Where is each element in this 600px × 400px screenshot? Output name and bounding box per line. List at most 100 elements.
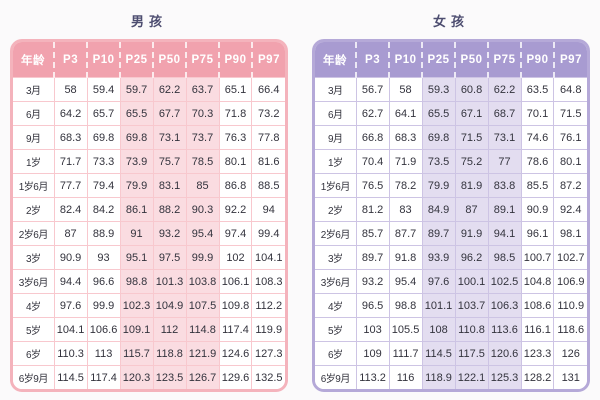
value-cell: 97.6 [421, 269, 456, 294]
value-cell: 109 [355, 341, 390, 366]
value-cell: 86.1 [119, 197, 154, 222]
value-cell: 126 [553, 341, 587, 366]
value-cell: 84.2 [86, 197, 121, 222]
value-cell: 92.2 [218, 197, 252, 222]
table-row: 5岁 104.1 106.6 109.1 112 114.8 117.4 119.9 [13, 317, 285, 342]
value-cell: 106.1 [218, 269, 252, 294]
header-row: 年龄 P3 P10 P25 P50 P75 P90 P97 [315, 42, 587, 78]
table-row: 1岁 70.4 71.9 73.5 75.2 77 78.6 80.1 [315, 149, 587, 174]
value-cell: 79.9 [421, 173, 456, 198]
col-header-p10: P10 [86, 42, 121, 78]
age-cell: 6月 [315, 101, 357, 126]
value-cell: 65.5 [119, 101, 154, 126]
value-cell: 71.8 [218, 101, 252, 126]
value-cell: 103 [355, 317, 390, 342]
value-cell: 64.1 [388, 101, 423, 126]
col-header-age: 年龄 [13, 42, 55, 78]
value-cell: 82.4 [53, 197, 88, 222]
value-cell: 65.5 [421, 101, 456, 126]
boys-table-title: 男孩 [130, 14, 167, 29]
value-cell: 78.5 [185, 149, 219, 174]
value-cell: 121.9 [185, 341, 219, 366]
table-row: 6岁9月 113.2 116 118.9 122.1 125.3 128.2 131 [315, 365, 587, 389]
col-header-p97: P97 [552, 42, 587, 78]
value-cell: 103.7 [454, 293, 489, 318]
value-cell: 59.7 [119, 77, 154, 102]
value-cell: 103.8 [185, 269, 219, 294]
boys-panel: 男孩 年龄 P3 P10 P25 P50 P75 P90 P97 3月 58 59.4 59.7 62.… [10, 11, 288, 392]
value-cell: 76.5 [355, 173, 390, 198]
value-cell: 113.6 [487, 317, 521, 342]
value-cell: 94.1 [487, 221, 521, 246]
value-cell: 62.2 [152, 77, 187, 102]
table-row: 5岁 103 105.5 108 110.8 113.6 116.1 118.6 [315, 317, 587, 342]
col-header-p25: P25 [421, 42, 456, 78]
value-cell: 108.3 [251, 269, 285, 294]
value-cell: 116 [388, 365, 423, 389]
value-cell: 104.9 [152, 293, 187, 318]
value-cell: 93.9 [421, 245, 456, 270]
table-row: 1岁 71.7 73.3 73.9 75.7 78.5 80.1 81.6 [13, 149, 285, 174]
value-cell: 127.3 [251, 341, 285, 366]
value-cell: 89.1 [487, 197, 521, 222]
col-header-p90: P90 [520, 42, 554, 78]
value-cell: 109.8 [218, 293, 252, 318]
value-cell: 117.5 [454, 341, 489, 366]
value-cell: 118.9 [421, 365, 456, 389]
value-cell: 111.7 [388, 341, 423, 366]
age-cell: 1岁6月 [315, 173, 357, 198]
value-cell: 97.6 [53, 293, 88, 318]
col-header-p3: P3 [53, 42, 88, 78]
value-cell: 95.1 [119, 245, 154, 270]
table-row: 6月 64.2 65.7 65.5 67.7 70.3 71.8 73.2 [13, 101, 285, 126]
value-cell: 94 [251, 197, 285, 222]
value-cell: 86.8 [218, 173, 252, 198]
value-cell: 123.3 [520, 341, 554, 366]
value-cell: 87 [454, 197, 489, 222]
value-cell: 69.8 [421, 125, 456, 150]
value-cell: 76.1 [553, 125, 587, 150]
value-cell: 73.1 [152, 125, 187, 150]
age-cell: 3岁 [13, 245, 55, 270]
table-row: 3月 58 59.4 59.7 62.2 63.7 65.1 66.4 [13, 77, 285, 102]
value-cell: 120.3 [119, 365, 154, 389]
value-cell: 132.5 [251, 365, 285, 389]
value-cell: 106.3 [487, 293, 521, 318]
value-cell: 99.4 [251, 221, 285, 246]
value-cell: 68.7 [487, 101, 521, 126]
value-cell: 108.6 [520, 293, 554, 318]
value-cell: 102.3 [119, 293, 154, 318]
value-cell: 68.3 [53, 125, 88, 150]
value-cell: 65.1 [218, 77, 252, 102]
value-cell: 108 [421, 317, 456, 342]
value-cell: 88.2 [152, 197, 187, 222]
value-cell: 102.5 [487, 269, 521, 294]
value-cell: 63.7 [185, 77, 219, 102]
age-cell: 6岁9月 [13, 365, 55, 389]
value-cell: 58 [53, 77, 88, 102]
col-header-p3: P3 [355, 42, 390, 78]
value-cell: 73.9 [119, 149, 154, 174]
age-cell: 9月 [315, 125, 357, 150]
table-row: 3岁 90.9 93 95.1 97.5 99.9 102 104.1 [13, 245, 285, 270]
value-cell: 90.9 [520, 197, 554, 222]
value-cell: 62.2 [487, 77, 521, 102]
value-cell: 73.7 [185, 125, 219, 150]
value-cell: 68.3 [388, 125, 423, 150]
value-cell: 92.4 [553, 197, 587, 222]
table-row: 9月 68.3 69.8 69.8 73.1 73.7 76.3 77.8 [13, 125, 285, 150]
value-cell: 94.4 [53, 269, 88, 294]
value-cell: 71.5 [454, 125, 489, 150]
value-cell: 104.8 [520, 269, 554, 294]
age-cell: 3岁6月 [13, 269, 55, 294]
value-cell: 128.2 [520, 365, 554, 389]
value-cell: 93.2 [355, 269, 390, 294]
value-cell: 126.7 [185, 365, 219, 389]
age-cell: 4岁 [13, 293, 55, 318]
value-cell: 87.2 [553, 173, 587, 198]
girls-percentile-table: 年龄 P3 P10 P25 P50 P75 P90 P97 3月 56.7 58 59.3 60.8 62… [312, 39, 590, 392]
boys-percentile-table: 年龄 P3 P10 P25 P50 P75 P90 P97 3月 58 59.4 59.7 62.2 63… [10, 39, 288, 392]
value-cell: 73.5 [421, 149, 456, 174]
table-row: 9月 66.8 68.3 69.8 71.5 73.1 74.6 76.1 [315, 125, 587, 150]
